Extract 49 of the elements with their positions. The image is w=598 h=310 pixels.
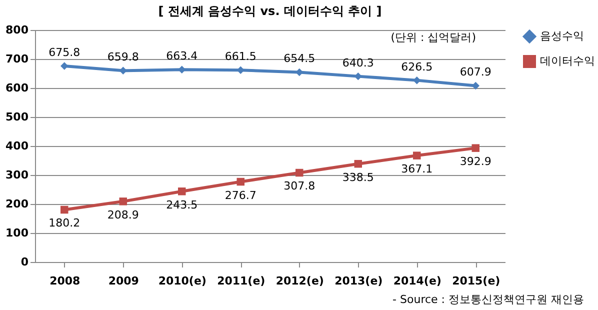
- point: [236, 178, 244, 186]
- y-tick-label: 300: [6, 168, 29, 182]
- data-label: 338.5: [342, 170, 374, 184]
- x-tick-label: 2010(e): [158, 274, 206, 288]
- y-tick-label: 800: [6, 24, 29, 36]
- point: [354, 160, 362, 168]
- x-tick-label: 2011(e): [217, 274, 266, 288]
- data-label: 640.3: [342, 56, 374, 70]
- point: [472, 144, 480, 152]
- data-label: 208.9: [107, 208, 139, 222]
- data-label: 607.9: [460, 66, 492, 79]
- x-tick-label: 2009: [108, 274, 139, 288]
- y-tick-label: 500: [6, 110, 29, 124]
- text: - Source : 정보통신정책연구원 재인용: [392, 292, 584, 307]
- point: [60, 62, 68, 70]
- point: [119, 66, 127, 75]
- point: [413, 152, 421, 160]
- x-tick-label: 2015(e): [452, 274, 500, 288]
- data-label: 659.8: [107, 50, 139, 64]
- x-tick-label: 2008: [50, 274, 80, 288]
- data-label: 661.5: [224, 50, 256, 64]
- data-label: 367.1: [401, 162, 433, 176]
- data-label: 663.4: [166, 50, 198, 63]
- point: [178, 188, 186, 196]
- point: [60, 206, 68, 214]
- x-tick-label: 2012(e): [276, 274, 324, 288]
- point: [413, 76, 421, 84]
- point: [296, 168, 304, 177]
- data-label: 243.5: [166, 198, 198, 212]
- data-label: 180.2: [48, 216, 80, 230]
- annotation: (단위 : 십억달러): [390, 30, 476, 45]
- y-tick-label: 400: [6, 140, 29, 152]
- data-label: 392.9: [460, 155, 492, 168]
- y-tick-label: 200: [6, 198, 29, 210]
- x-tick-label: 2014(e): [393, 274, 442, 288]
- x-tick-label: 2013(e): [334, 274, 383, 288]
- y-tick-label: 600: [6, 82, 29, 94]
- data-label: 307.8: [284, 180, 316, 193]
- point: [119, 198, 127, 206]
- y-tick-label: 700: [6, 52, 29, 66]
- legend-label: 데이터수익: [540, 54, 595, 68]
- y-tick-label: 100: [6, 226, 29, 240]
- chart-title: [ 전세계 음성수익 vs. 데이터수익 추이 ]: [158, 4, 382, 18]
- legend-label: 음성수익: [540, 30, 584, 42]
- y-tick-label: 0: [20, 256, 29, 268]
- data-label: 626.5: [401, 60, 433, 74]
- data-label: 654.5: [284, 52, 316, 66]
- data-label: 675.8: [48, 46, 80, 60]
- data-label: 276.7: [224, 188, 256, 202]
